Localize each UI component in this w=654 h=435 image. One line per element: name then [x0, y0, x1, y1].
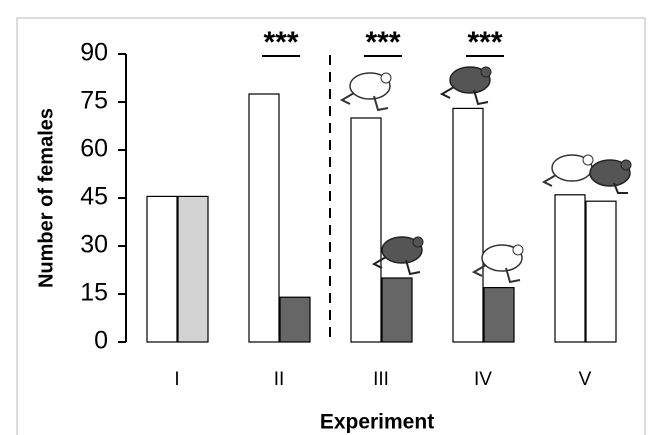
significance-label: ***	[365, 26, 400, 59]
significance-label: ***	[263, 26, 298, 59]
y-tick-label: 15	[80, 279, 108, 307]
bar	[249, 94, 279, 342]
bar	[586, 201, 616, 342]
y-tick-label: 90	[80, 39, 108, 67]
frog-icon	[342, 73, 391, 110]
bar	[484, 288, 514, 342]
bar	[178, 196, 208, 342]
significance-label: ***	[467, 26, 502, 59]
x-tick-label: IV	[474, 369, 492, 390]
bar	[147, 196, 177, 342]
frog-icon	[544, 155, 593, 186]
y-tick-label: 75	[80, 87, 108, 115]
x-axis-label: Experiment	[320, 411, 434, 434]
frog-icon	[590, 160, 631, 193]
y-tick-label: 45	[80, 183, 108, 211]
y-tick-label: 30	[80, 231, 108, 259]
y-tick-label: 0	[94, 327, 108, 355]
frog-icon	[442, 67, 491, 104]
x-tick-label: I	[174, 369, 179, 390]
x-tick-label: III	[373, 369, 389, 390]
page: {"chart_data": {"type": "bar", "y_label"…	[0, 0, 654, 435]
x-tick-label: II	[274, 369, 285, 390]
bar	[351, 118, 381, 342]
bar	[280, 297, 310, 342]
x-tick-label: V	[579, 369, 592, 390]
bar	[382, 278, 412, 342]
bar	[555, 195, 585, 342]
y-tick-label: 60	[80, 135, 108, 163]
chart: Number of females Experiment 0 15 30 45 60 75…	[0, 0, 654, 435]
y-axis-label: Number of females	[35, 108, 57, 288]
bar	[453, 108, 483, 342]
